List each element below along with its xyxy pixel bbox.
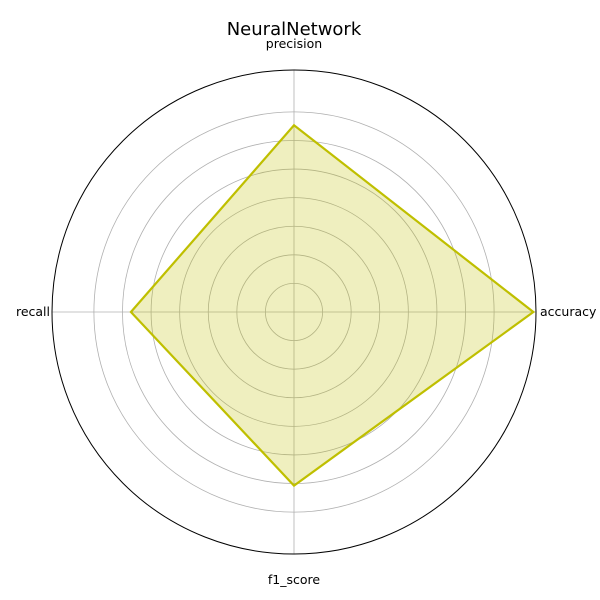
axis-label-f1-score: f1_score xyxy=(268,572,321,587)
axis-label-accuracy: accuracy xyxy=(540,304,597,319)
radar-axis-labels: accuracy precision recall f1_score xyxy=(16,36,597,587)
polar-frame xyxy=(51,69,537,555)
chart-title: NeuralNetwork xyxy=(227,19,362,40)
radar-series xyxy=(129,123,536,488)
series-area xyxy=(130,125,534,486)
axis-label-precision: precision xyxy=(266,36,322,51)
radar-grid xyxy=(51,69,537,555)
series-line xyxy=(129,123,536,488)
axis-label-recall: recall xyxy=(16,304,50,319)
